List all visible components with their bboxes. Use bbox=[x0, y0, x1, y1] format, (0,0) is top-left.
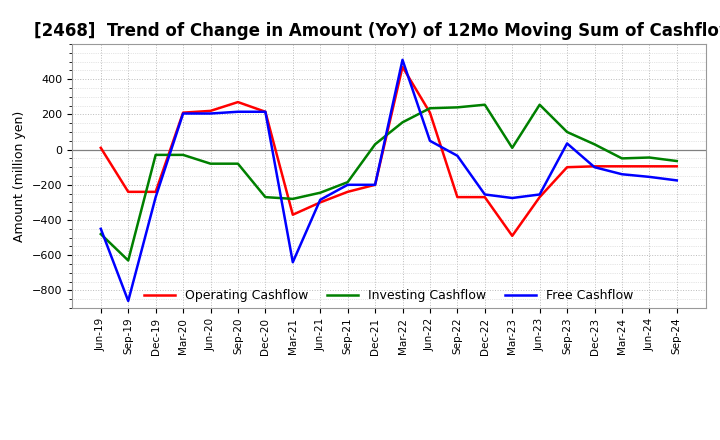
Operating Cashflow bbox=[261, 109, 270, 114]
Investing Cashflow bbox=[371, 142, 379, 147]
Operating Cashflow bbox=[206, 108, 215, 114]
Free Cashflow bbox=[672, 178, 681, 183]
Operating Cashflow bbox=[233, 99, 242, 105]
Investing Cashflow bbox=[426, 106, 434, 111]
Operating Cashflow bbox=[508, 233, 516, 238]
Operating Cashflow bbox=[179, 110, 187, 115]
Investing Cashflow bbox=[645, 155, 654, 160]
Free Cashflow bbox=[206, 111, 215, 116]
Free Cashflow bbox=[618, 172, 626, 177]
Investing Cashflow bbox=[618, 156, 626, 161]
Free Cashflow bbox=[343, 182, 352, 187]
Free Cashflow bbox=[233, 109, 242, 114]
Operating Cashflow bbox=[398, 64, 407, 70]
Investing Cashflow bbox=[206, 161, 215, 166]
Investing Cashflow bbox=[343, 180, 352, 185]
Line: Free Cashflow: Free Cashflow bbox=[101, 60, 677, 301]
Operating Cashflow bbox=[426, 110, 434, 115]
Investing Cashflow bbox=[151, 152, 160, 158]
Investing Cashflow bbox=[563, 129, 572, 135]
Free Cashflow bbox=[261, 109, 270, 114]
Free Cashflow bbox=[480, 192, 489, 197]
Operating Cashflow bbox=[672, 164, 681, 169]
Operating Cashflow bbox=[289, 212, 297, 217]
Free Cashflow bbox=[96, 226, 105, 231]
Investing Cashflow bbox=[96, 231, 105, 237]
Operating Cashflow bbox=[316, 200, 325, 205]
Investing Cashflow bbox=[536, 102, 544, 107]
Free Cashflow bbox=[371, 182, 379, 187]
Operating Cashflow bbox=[124, 189, 132, 194]
Operating Cashflow bbox=[343, 189, 352, 194]
Operating Cashflow bbox=[480, 194, 489, 200]
Title: [2468]  Trend of Change in Amount (YoY) of 12Mo Moving Sum of Cashflows: [2468] Trend of Change in Amount (YoY) o… bbox=[34, 22, 720, 40]
Investing Cashflow bbox=[398, 120, 407, 125]
Free Cashflow bbox=[563, 141, 572, 146]
Operating Cashflow bbox=[590, 164, 599, 169]
Operating Cashflow bbox=[96, 145, 105, 150]
Operating Cashflow bbox=[453, 194, 462, 200]
Line: Investing Cashflow: Investing Cashflow bbox=[101, 105, 677, 260]
Free Cashflow bbox=[453, 153, 462, 158]
Investing Cashflow bbox=[289, 196, 297, 202]
Investing Cashflow bbox=[179, 152, 187, 158]
Investing Cashflow bbox=[124, 258, 132, 263]
Investing Cashflow bbox=[261, 194, 270, 200]
Investing Cashflow bbox=[316, 190, 325, 195]
Free Cashflow bbox=[508, 195, 516, 201]
Investing Cashflow bbox=[508, 145, 516, 150]
Investing Cashflow bbox=[453, 105, 462, 110]
Operating Cashflow bbox=[618, 164, 626, 169]
Free Cashflow bbox=[289, 260, 297, 265]
Operating Cashflow bbox=[151, 189, 160, 194]
Line: Operating Cashflow: Operating Cashflow bbox=[101, 67, 677, 236]
Legend: Operating Cashflow, Investing Cashflow, Free Cashflow: Operating Cashflow, Investing Cashflow, … bbox=[139, 284, 639, 307]
Investing Cashflow bbox=[672, 158, 681, 164]
Operating Cashflow bbox=[371, 182, 379, 187]
Investing Cashflow bbox=[590, 142, 599, 147]
Investing Cashflow bbox=[233, 161, 242, 166]
Operating Cashflow bbox=[563, 165, 572, 170]
Free Cashflow bbox=[590, 165, 599, 170]
Free Cashflow bbox=[316, 197, 325, 202]
Free Cashflow bbox=[151, 194, 160, 200]
Free Cashflow bbox=[536, 192, 544, 197]
Y-axis label: Amount (million yen): Amount (million yen) bbox=[13, 110, 26, 242]
Free Cashflow bbox=[124, 298, 132, 304]
Free Cashflow bbox=[645, 174, 654, 180]
Free Cashflow bbox=[179, 111, 187, 116]
Free Cashflow bbox=[426, 138, 434, 143]
Operating Cashflow bbox=[645, 164, 654, 169]
Free Cashflow bbox=[398, 57, 407, 62]
Investing Cashflow bbox=[480, 102, 489, 107]
Operating Cashflow bbox=[536, 194, 544, 200]
